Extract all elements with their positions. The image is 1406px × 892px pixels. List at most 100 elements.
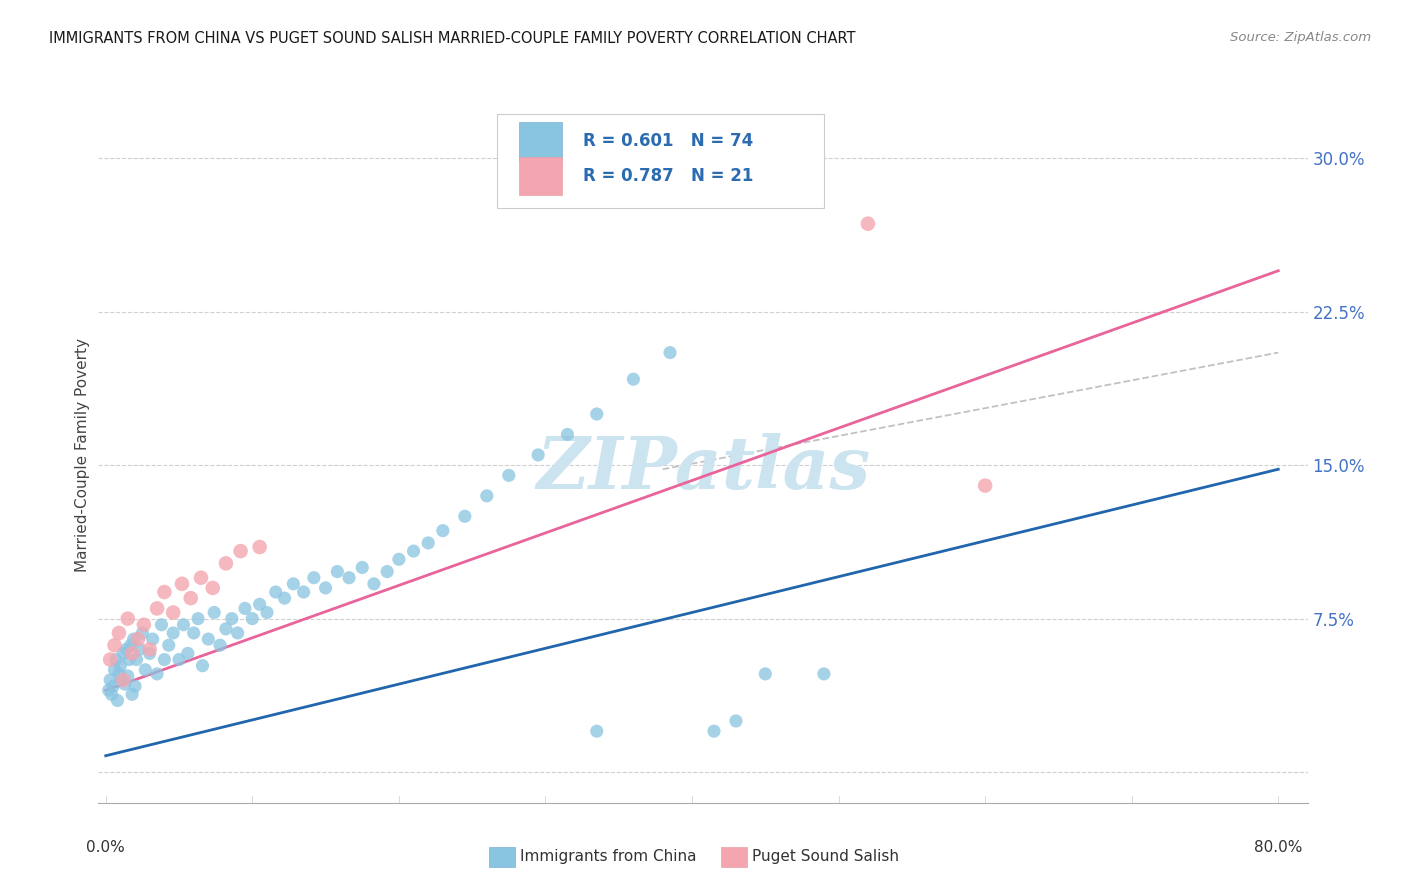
Point <box>122 632 145 646</box>
Text: Immigrants from China: Immigrants from China <box>520 849 697 863</box>
Point <box>475 489 498 503</box>
Point <box>527 448 550 462</box>
Point <box>375 565 398 579</box>
Point <box>363 577 385 591</box>
Point <box>418 536 440 550</box>
Point <box>110 658 132 673</box>
Bar <box>519 122 561 161</box>
Point <box>249 597 271 611</box>
Point <box>101 679 124 693</box>
Point <box>131 626 153 640</box>
Point <box>98 673 121 687</box>
Point <box>105 652 128 666</box>
Point <box>127 632 149 646</box>
Point <box>97 683 120 698</box>
Point <box>124 679 146 693</box>
Point <box>221 612 243 626</box>
Point <box>142 632 165 646</box>
Text: 0.0%: 0.0% <box>86 839 125 855</box>
Point <box>157 638 180 652</box>
Point <box>209 638 232 652</box>
Point <box>388 552 411 566</box>
Text: IMMIGRANTS FROM CHINA VS PUGET SOUND SALISH MARRIED-COUPLE FAMILY POVERTY CORREL: IMMIGRANTS FROM CHINA VS PUGET SOUND SAL… <box>49 31 856 46</box>
Point <box>233 601 256 615</box>
Point <box>180 591 202 606</box>
Point <box>112 673 135 687</box>
Point <box>402 544 425 558</box>
Point <box>974 478 997 492</box>
Point <box>659 345 682 359</box>
Point <box>120 638 142 652</box>
Point <box>585 407 607 421</box>
Text: R = 0.601   N = 74: R = 0.601 N = 74 <box>583 133 754 151</box>
Point <box>229 544 252 558</box>
Point <box>264 585 287 599</box>
Point <box>585 724 607 739</box>
Point <box>498 468 520 483</box>
Point <box>162 606 184 620</box>
Bar <box>519 157 561 195</box>
Point <box>108 666 131 681</box>
Point <box>557 427 579 442</box>
Point <box>153 652 176 666</box>
Point <box>302 571 325 585</box>
Point <box>111 673 134 687</box>
Point <box>115 642 138 657</box>
Point <box>172 617 194 632</box>
Point <box>856 217 879 231</box>
Point <box>191 658 214 673</box>
Text: R = 0.787   N = 21: R = 0.787 N = 21 <box>583 168 754 186</box>
Point <box>150 617 173 632</box>
Point <box>114 677 136 691</box>
Point <box>177 647 200 661</box>
Point <box>187 612 209 626</box>
Point <box>138 642 160 657</box>
Point <box>146 601 169 615</box>
Point <box>167 652 190 666</box>
Point <box>454 509 477 524</box>
Text: ZIPatlas: ZIPatlas <box>536 434 870 504</box>
Point <box>132 617 155 632</box>
Point <box>202 606 225 620</box>
Point <box>256 606 278 620</box>
Text: 80.0%: 80.0% <box>1254 839 1302 855</box>
Point <box>125 652 148 666</box>
Point <box>146 666 169 681</box>
Point <box>724 714 747 728</box>
Point <box>162 626 184 640</box>
Point <box>703 724 725 739</box>
Point <box>112 647 135 661</box>
Point <box>121 687 143 701</box>
Point <box>117 669 139 683</box>
Point <box>352 560 374 574</box>
Point <box>337 571 360 585</box>
Point <box>153 585 176 599</box>
Point <box>107 693 129 707</box>
Point <box>283 577 305 591</box>
Point <box>249 540 271 554</box>
Point <box>240 612 263 626</box>
FancyBboxPatch shape <box>498 114 824 208</box>
Point <box>100 687 122 701</box>
Point <box>103 638 125 652</box>
Point <box>621 372 644 386</box>
Point <box>170 577 193 591</box>
Text: Puget Sound Salish: Puget Sound Salish <box>752 849 900 863</box>
Point <box>201 581 224 595</box>
Point <box>215 557 238 571</box>
Point <box>128 642 150 657</box>
Point <box>215 622 238 636</box>
Point <box>292 585 315 599</box>
Y-axis label: Married-Couple Family Poverty: Married-Couple Family Poverty <box>75 338 90 572</box>
Point <box>103 663 125 677</box>
Point <box>326 565 349 579</box>
Point <box>121 647 143 661</box>
Point <box>117 612 139 626</box>
Point <box>98 652 121 666</box>
Point <box>138 647 160 661</box>
Point <box>118 652 141 666</box>
Point <box>754 666 776 681</box>
Point <box>134 663 156 677</box>
Point <box>315 581 337 595</box>
Point <box>183 626 205 640</box>
